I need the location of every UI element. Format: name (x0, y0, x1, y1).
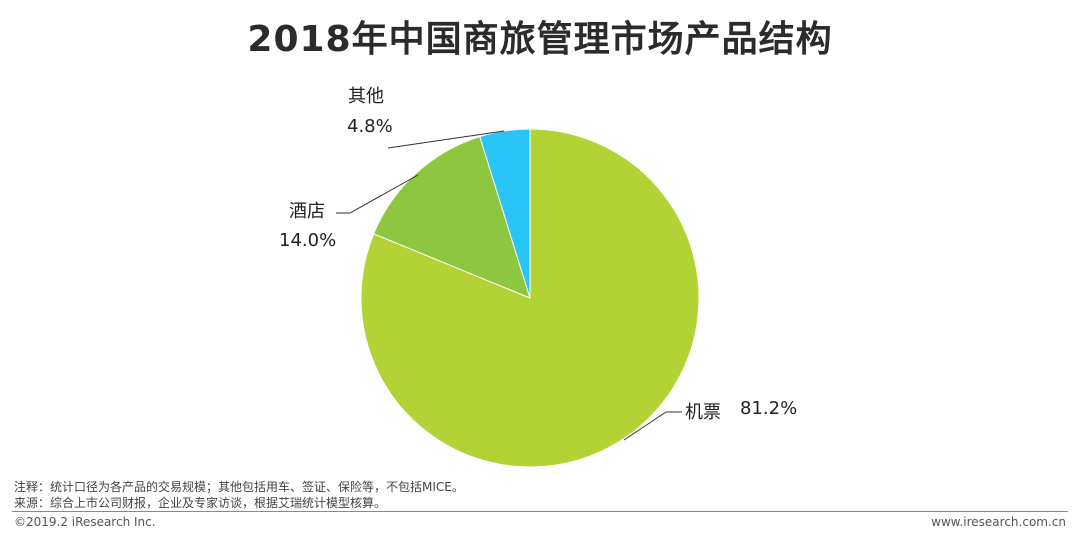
leader-line-hotel (336, 174, 419, 214)
pie-slice-other (479, 128, 531, 299)
slice-value-hotel: 14.0% (279, 230, 337, 251)
pie-slices (360, 128, 700, 468)
footer-divider (12, 511, 1068, 512)
leader-lines (336, 130, 682, 441)
slice-label-other: 其他 (348, 86, 384, 107)
copyright-text: ©2019.2 iResearch Inc. (14, 515, 156, 529)
pie-slice-hotel (373, 136, 531, 299)
website-link[interactable]: www.iresearch.com.cn (931, 515, 1066, 529)
slice-label-hotel: 酒店 (289, 201, 325, 222)
note-text: 注释：统计口径为各产品的交易规模；其他包括用车、签证、保险等，不包括MICE。 (14, 480, 464, 494)
slice-value-other: 4.8% (347, 116, 393, 137)
slice-label-flight: 机票 (685, 402, 721, 423)
source-text: 来源：综合上市公司财报，企业及专家访谈，根据艾瑞统计模型核算。 (14, 496, 387, 510)
leader-line-other (387, 130, 505, 149)
leader-line-flight (623, 411, 682, 441)
chart-title: 2018年中国商旅管理市场产品结构 (247, 19, 833, 60)
slice-value-flight: 81.2% (740, 398, 798, 419)
pie-slice-flight (360, 128, 700, 468)
